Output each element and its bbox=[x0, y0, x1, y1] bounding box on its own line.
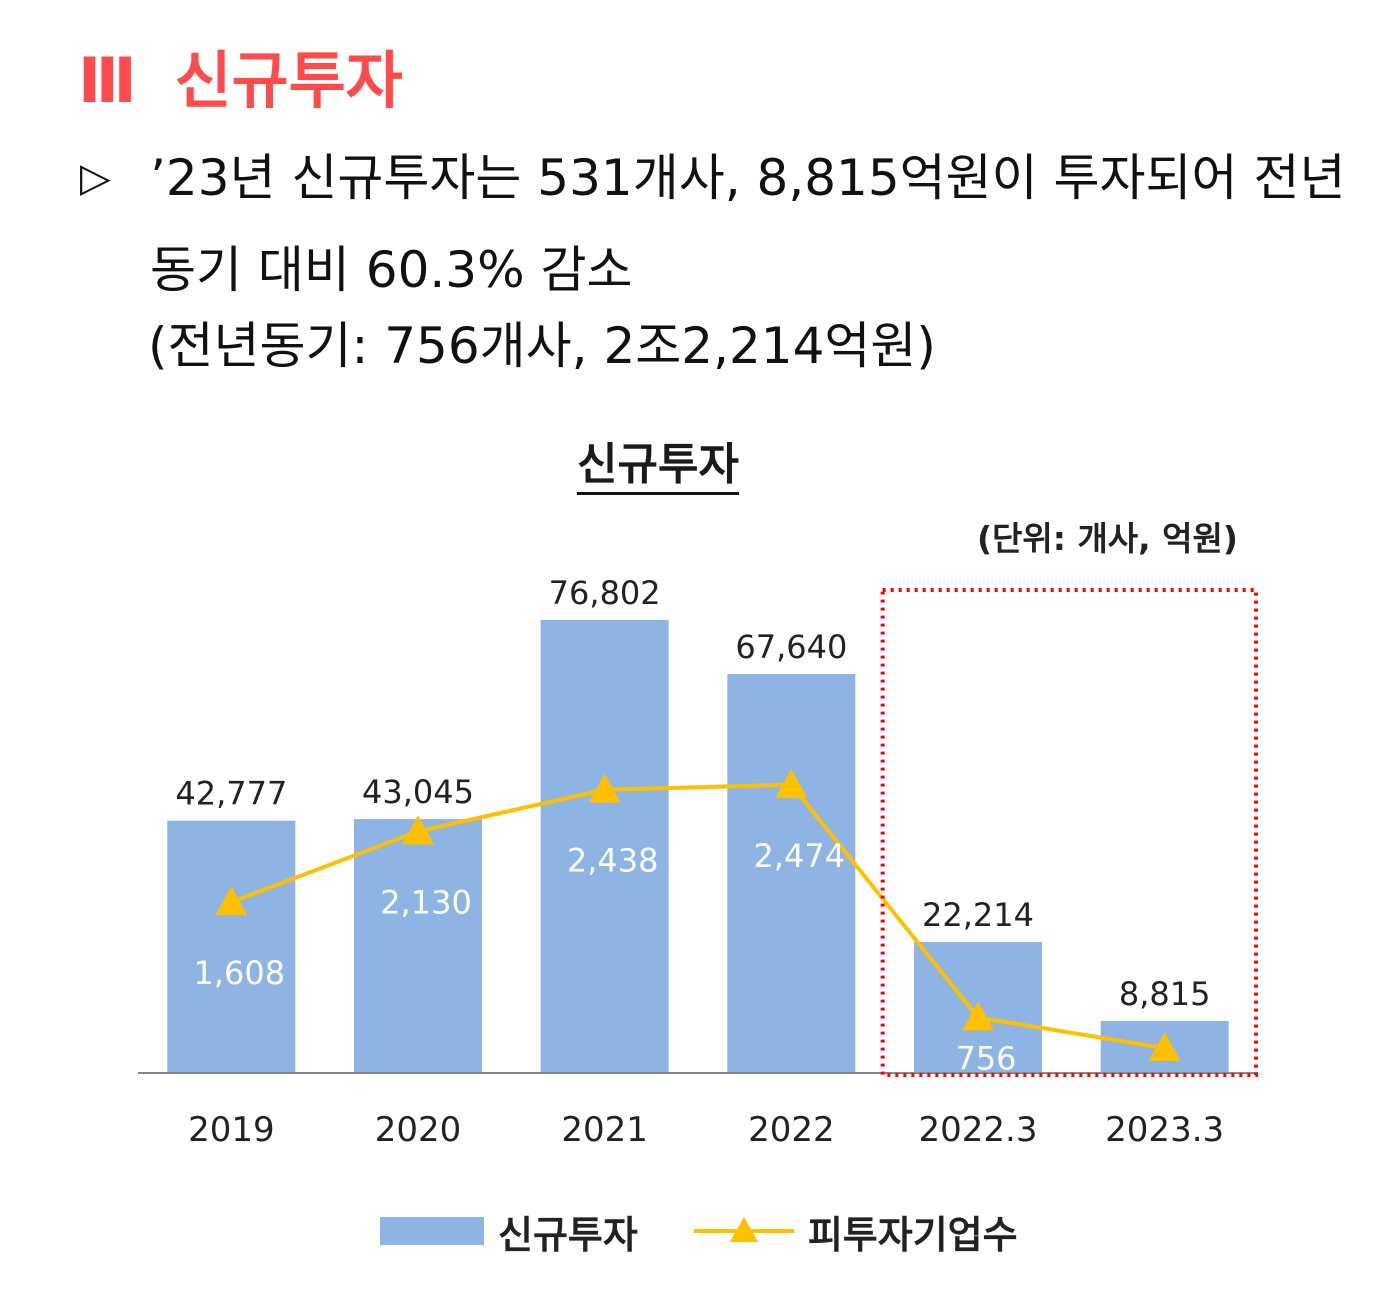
x-tick-label: 2022.3 bbox=[919, 1110, 1038, 1150]
line-point-marker bbox=[775, 768, 808, 798]
section-title: 신규투자 bbox=[174, 44, 403, 117]
legend-bar-swatch bbox=[380, 1217, 484, 1245]
section-number: Ⅲ bbox=[78, 44, 137, 117]
line-point-marker bbox=[962, 1001, 994, 1031]
triangle-bullet-icon: ▷ bbox=[80, 155, 111, 201]
bar-value-label: 67,640 bbox=[735, 628, 847, 666]
section-heading: Ⅲ 신규투자 bbox=[78, 30, 403, 120]
x-tick-label: 2020 bbox=[375, 1110, 462, 1150]
bar-value-label: 42,777 bbox=[175, 775, 287, 813]
line-value-label: 2,474 bbox=[754, 837, 846, 875]
bar-value-label: 8,815 bbox=[1119, 975, 1211, 1013]
x-tick-label: 2019 bbox=[188, 1110, 275, 1150]
legend-bar-label: 신규투자 bbox=[498, 1212, 638, 1257]
line-value-label: 2,438 bbox=[567, 842, 659, 880]
x-tick-label: 2022 bbox=[748, 1110, 835, 1150]
line-value-label: 2,130 bbox=[380, 883, 472, 921]
legend-line-label: 피투자기업수 bbox=[807, 1212, 1018, 1257]
unit-label: (단위: 개사, 억원) bbox=[976, 519, 1238, 558]
line-value-label: 756 bbox=[955, 1040, 1016, 1078]
prior-year-note: (전년동기: 756개사, 2조2,214억원) bbox=[148, 317, 936, 375]
x-tick-label: 2023.3 bbox=[1105, 1110, 1224, 1150]
highlight-box bbox=[880, 588, 1259, 1077]
bar-value-label: 76,802 bbox=[549, 574, 661, 612]
line-point-marker bbox=[1148, 1032, 1181, 1062]
line-point-marker bbox=[402, 815, 434, 845]
bar bbox=[167, 820, 296, 1073]
series-line bbox=[230, 782, 1165, 1051]
x-tick-label: 2021 bbox=[561, 1110, 648, 1150]
line-point-marker bbox=[588, 773, 621, 803]
bar-value-label: 43,045 bbox=[362, 773, 474, 811]
summary-text: ’23년 신규투자는 531개사, 8,815억원이 투자되어 전년동기 대비 … bbox=[150, 149, 1346, 299]
bar bbox=[354, 819, 482, 1073]
chart-legend: 신규투자 피투자기업수 bbox=[380, 1205, 1018, 1257]
chart-title: 신규투자 bbox=[0, 428, 1316, 495]
line-value-label: 1,608 bbox=[194, 954, 286, 992]
legend-line-swatch bbox=[693, 1217, 794, 1242]
bar bbox=[727, 674, 856, 1073]
line-point-marker bbox=[215, 886, 248, 916]
bar bbox=[540, 620, 669, 1073]
bar-value-label: 22,214 bbox=[922, 896, 1034, 934]
